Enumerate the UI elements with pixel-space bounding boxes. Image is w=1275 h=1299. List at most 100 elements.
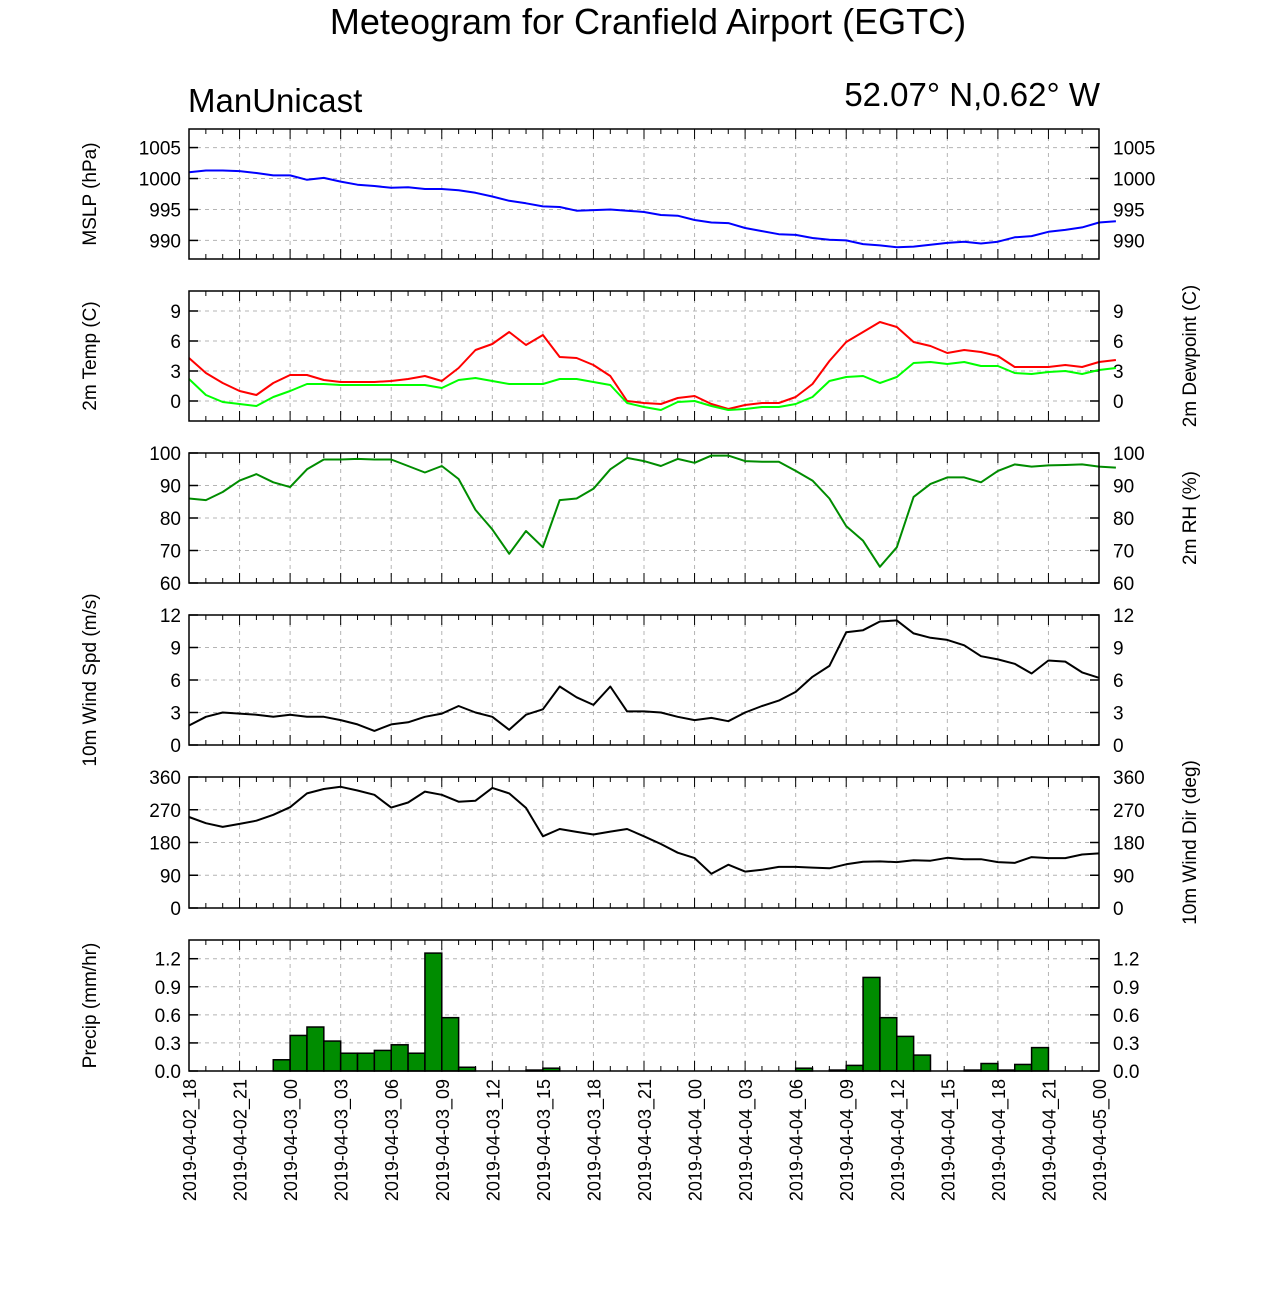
y-tick-label-right: 9 (1113, 302, 1124, 323)
y-tick-label-right: 9 (1113, 639, 1124, 660)
precip-bar (324, 1041, 341, 1071)
y-tick-label-right: 0 (1113, 392, 1124, 413)
y-tick-label-left: 9 (170, 639, 181, 660)
precip-bar (897, 1036, 914, 1071)
y-tick-label-right: 180 (1113, 834, 1145, 855)
y-tick-label-left: 360 (149, 768, 181, 789)
precip-bar (1032, 1048, 1049, 1071)
precip-bar (341, 1053, 358, 1071)
y-axis-label-left: Precip (mm/hr) (80, 943, 101, 1069)
precip-bar (374, 1050, 391, 1071)
x-tick-label: 2019-04-04_09 (837, 1079, 858, 1201)
y-tick-label-right: 1005 (1113, 139, 1155, 160)
station-coordinates: 52.07° N,0.62° W (844, 76, 1101, 113)
precip-bar (442, 1018, 459, 1071)
chart-title: Meteogram for Cranfield Airport (EGTC) (330, 1, 966, 42)
y-tick-label-right: 90 (1113, 866, 1134, 887)
mslp-panel: 990 990 995 995 1000 1000 1005 1005 MSLP (hPa) (80, 129, 1155, 259)
mslp-series-line-0 (189, 171, 1116, 248)
y-axis-label-left: 10m Wind Spd (m/s) (80, 593, 101, 766)
y-tick-label-left: 6 (170, 332, 181, 353)
model-name: ManUnicast (188, 82, 362, 119)
precip-bar (1015, 1064, 1032, 1071)
y-tick-label-right: 990 (1113, 231, 1145, 252)
y-tick-label-right: 0.0 (1113, 1062, 1139, 1083)
y-tick-label-left: 0 (170, 899, 181, 920)
y-tick-label-left: 100 (149, 444, 181, 465)
precip-bar (307, 1027, 324, 1071)
x-tick-label: 2019-04-03_09 (433, 1079, 454, 1201)
y-axis-label-right: 2m RH (%) (1180, 471, 1201, 565)
wind_direction-panel: 0 090 90180 180270 270360 360 10m Wind Dir (de… (149, 760, 1201, 925)
wind_speed-panel: 0 03 36 69 912 1210m Wind Spd (m/s) (80, 593, 1134, 766)
precip-bar (273, 1060, 290, 1071)
precip-bar (290, 1035, 307, 1071)
x-tick-label: 2019-04-04_00 (686, 1079, 707, 1201)
y-axis-label-left: MSLP (hPa) (80, 142, 101, 245)
y-tick-label-left: 90 (160, 477, 181, 498)
precip-bar (846, 1065, 863, 1071)
x-tick-label: 2019-04-05_00 (1090, 1079, 1111, 1201)
y-tick-label-right: 3 (1113, 704, 1124, 725)
x-tick-label: 2019-04-03_18 (584, 1079, 605, 1201)
y-tick-label-left: 0.6 (155, 1006, 181, 1027)
precip-bar (408, 1053, 425, 1071)
y-axis-label-left: 2m Temp (C) (80, 301, 101, 410)
precip-bar (880, 1018, 897, 1071)
x-tick-label: 2019-04-02_21 (231, 1079, 252, 1201)
y-tick-label-left: 270 (149, 801, 181, 822)
x-tick-label: 2019-04-03_00 (281, 1079, 302, 1201)
y-tick-label-left: 12 (160, 606, 181, 627)
temperature-panel: 0 0 3 3 6 6 9 9 2m Temp (C) 2m Dewpoint (C) (80, 285, 1201, 428)
y-tick-label-left: 0 (170, 736, 181, 757)
y-axis-label-right: 2m Dewpoint (C) (1180, 285, 1201, 428)
y-tick-label-left: 80 (160, 509, 181, 530)
rh-panel: 60 60 70 70 80 80 90 90 100 100 2m RH (%) (149, 444, 1201, 595)
precip-bar (358, 1053, 375, 1071)
x-tick-label: 2019-04-04_12 (888, 1079, 909, 1201)
precip-bar (391, 1045, 408, 1071)
y-tick-label-right: 995 (1113, 200, 1145, 221)
y-tick-label-right: 0.6 (1113, 1006, 1139, 1027)
y-tick-label-left: 180 (149, 834, 181, 855)
y-tick-label-left: 70 (160, 542, 181, 563)
x-tick-label: 2019-04-03_15 (534, 1079, 555, 1201)
y-tick-label-right: 12 (1113, 606, 1134, 627)
y-tick-label-left: 0.3 (155, 1034, 181, 1055)
x-tick-label: 2019-04-04_03 (736, 1079, 757, 1201)
x-tick-label: 2019-04-04_18 (989, 1079, 1010, 1201)
precip-bar (914, 1055, 931, 1071)
y-tick-label-right: 60 (1113, 574, 1134, 595)
y-tick-label-left: 0 (170, 392, 181, 413)
y-tick-label-left: 990 (149, 231, 181, 252)
y-axis-label-right: 10m Wind Dir (deg) (1180, 760, 1201, 925)
y-tick-label-right: 0 (1113, 899, 1124, 920)
y-tick-label-right: 1.2 (1113, 950, 1139, 971)
y-tick-label-left: 3 (170, 362, 181, 383)
y-tick-label-left: 0.9 (155, 978, 181, 999)
y-tick-label-left: 0.0 (155, 1062, 181, 1083)
y-tick-label-right: 80 (1113, 509, 1134, 530)
meteogram: Meteogram for Cranfield Airport (EGTC) M… (0, 0, 1275, 1299)
x-tick-label: 2019-04-03_21 (635, 1079, 656, 1201)
y-tick-label-right: 70 (1113, 542, 1134, 563)
precip-panel: 0.0 0.0 0.3 0.3 0.6 0.6 0.9 0.9 1.2 1.2 Precip (mm… (80, 940, 1139, 1083)
x-tick-label: 2019-04-04_15 (938, 1079, 959, 1201)
y-tick-label-right: 90 (1113, 477, 1134, 498)
x-tick-label: 2019-04-04_21 (1039, 1079, 1060, 1201)
x-tick-label: 2019-04-02_18 (180, 1079, 201, 1201)
x-tick-label: 2019-04-04_06 (787, 1079, 808, 1201)
y-tick-label-right: 0.9 (1113, 978, 1139, 999)
y-tick-label-left: 3 (170, 704, 181, 725)
y-tick-label-left: 1.2 (155, 950, 181, 971)
y-tick-label-right: 6 (1113, 332, 1124, 353)
y-tick-label-left: 1005 (139, 139, 181, 160)
y-tick-label-left: 90 (160, 866, 181, 887)
y-tick-label-left: 9 (170, 302, 181, 323)
y-tick-label-right: 1000 (1113, 170, 1155, 191)
y-tick-label-right: 360 (1113, 768, 1145, 789)
precip-bar (425, 953, 442, 1071)
y-tick-label-left: 60 (160, 574, 181, 595)
x-tick-label: 2019-04-03_03 (332, 1079, 353, 1201)
